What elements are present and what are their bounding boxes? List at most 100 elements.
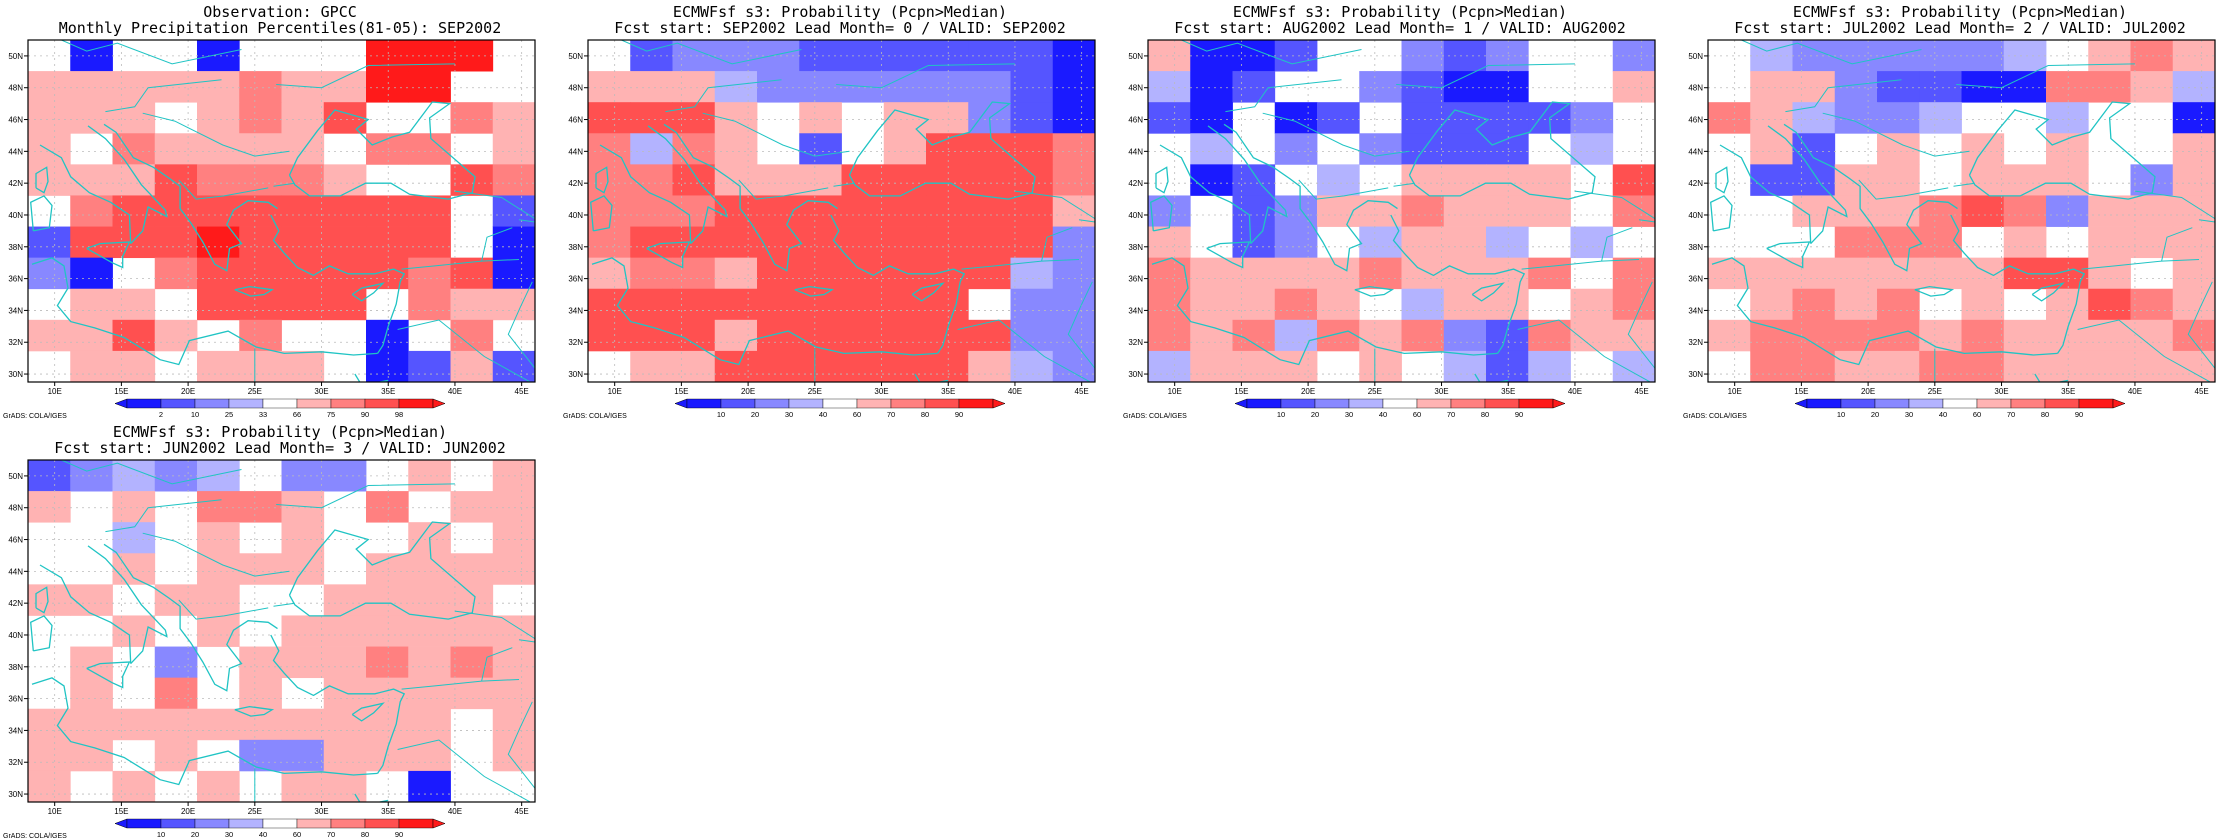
map-cell — [1401, 133, 1445, 165]
map-cell — [112, 164, 156, 196]
panel-title: Observation: GPCC — [203, 3, 357, 21]
map-cell — [1877, 133, 1920, 165]
country-border — [1521, 259, 1640, 270]
map-cell — [926, 102, 969, 134]
map-cell — [1612, 164, 1656, 196]
legend-swatch — [330, 398, 366, 409]
country-border — [481, 647, 513, 682]
map-cell — [883, 40, 927, 72]
y-tick-label: 50N — [1688, 52, 1703, 61]
map-cell — [492, 226, 536, 259]
map-cell — [757, 288, 800, 321]
legend-swatch — [1484, 398, 1520, 409]
country-border — [836, 63, 1015, 89]
y-tick-label: 34N — [1128, 306, 1143, 315]
y-tick-label: 42N — [1128, 179, 1143, 188]
map-cell — [1961, 133, 2005, 165]
map-figure: ECMWFsf s3: Probability (Pcpn>Median)Fcs… — [3, 423, 536, 840]
map-cell — [1010, 195, 1054, 227]
map-cell — [239, 195, 282, 227]
map-cell — [1486, 71, 1529, 103]
y-tick-label: 46N — [1688, 116, 1703, 125]
country-border — [702, 112, 850, 157]
coastline — [1206, 241, 1251, 269]
y-tick-label: 42N — [568, 179, 583, 188]
map-cell — [630, 164, 673, 196]
y-tick-label: 36N — [8, 275, 23, 284]
y-tick-label: 38N — [8, 243, 23, 252]
map-cell — [1052, 71, 1096, 103]
map-cell — [2003, 350, 2047, 383]
legend-label: 90 — [395, 830, 403, 839]
map-cell — [1486, 319, 1529, 352]
grads-credit: GrADS: COLA/IGES — [1683, 413, 1747, 420]
coastline — [39, 564, 132, 664]
legend-swatch — [330, 818, 366, 829]
x-tick-label: 40E — [1568, 387, 1582, 396]
country-border — [397, 739, 532, 802]
map-cell — [323, 615, 367, 647]
coastline-layer — [1710, 40, 2215, 382]
map-cell — [408, 195, 451, 227]
map-cell — [112, 615, 156, 647]
map-cell — [1317, 257, 1360, 290]
legend-swatch — [364, 398, 400, 409]
x-tick-label: 35E — [2061, 387, 2075, 396]
coastline — [1719, 144, 1812, 244]
legend-swatch — [228, 398, 264, 409]
country-border — [142, 532, 290, 577]
y-tick-label: 44N — [1128, 147, 1143, 156]
color-legend: 10 20 30 40 60 70 80 90 — [114, 818, 446, 839]
coastline — [31, 257, 378, 366]
x-tick-label: 30E — [874, 387, 888, 396]
y-tick-label: 38N — [1688, 243, 1703, 252]
map-cell — [239, 677, 282, 710]
y-tick-label: 32N — [1688, 338, 1703, 347]
map-cell — [1443, 195, 1487, 227]
y-tick-label: 30N — [568, 370, 583, 379]
coastline — [1783, 123, 1958, 272]
map-cell — [450, 553, 494, 585]
map-cell — [450, 102, 494, 134]
map-panel-lead2: ECMWFsf s3: Probability (Pcpn>Median) Fcs… — [1680, 0, 2240, 420]
legend-swatch — [1874, 398, 1910, 409]
map-cell — [408, 708, 451, 741]
legend-label: 70 — [327, 830, 335, 839]
map-cell — [1010, 257, 1054, 290]
map-cell — [239, 133, 282, 165]
map-cell — [1708, 319, 1751, 352]
map-cell — [1612, 350, 1656, 383]
coastline — [30, 195, 53, 232]
map-cell — [2003, 164, 2047, 196]
panel-subtitle: Fcst start: JUL2002 Lead Month= 2 / VALI… — [1734, 19, 2186, 37]
map-cell — [1274, 319, 1318, 352]
country-border — [1014, 190, 1095, 223]
map-cell — [323, 226, 367, 259]
legend-label: 40 — [259, 830, 267, 839]
legend-swatch — [228, 818, 264, 829]
map-cell — [841, 226, 885, 259]
map-cell — [1052, 195, 1096, 227]
x-tick-label: 45E — [1635, 387, 1649, 396]
x-tick-label: 30E — [1434, 387, 1448, 396]
map-cell — [239, 257, 282, 290]
cell-layer — [1708, 40, 2216, 383]
map-cell — [2172, 288, 2216, 321]
y-tick-label: 50N — [1128, 52, 1143, 61]
color-legend: 10 20 30 40 60 70 80 90 — [674, 398, 1006, 419]
map-cell — [968, 164, 1011, 196]
legend-label: 2 — [159, 410, 163, 419]
map-panel-lead1: ECMWFsf s3: Probability (Pcpn>Median) Fcs… — [1120, 0, 1680, 420]
map-cell — [197, 584, 240, 616]
map-cell — [883, 195, 927, 227]
map-cell — [1010, 164, 1054, 196]
map-cell — [2088, 226, 2131, 259]
x-tick-label: 20E — [181, 387, 195, 396]
map-cell — [197, 553, 240, 585]
map-cell — [926, 133, 969, 165]
x-tick-label: 30E — [314, 807, 328, 816]
y-tick-label: 38N — [568, 243, 583, 252]
country-border — [665, 79, 782, 113]
map-cell — [1190, 164, 1233, 196]
legend-label: 60 — [853, 410, 861, 419]
